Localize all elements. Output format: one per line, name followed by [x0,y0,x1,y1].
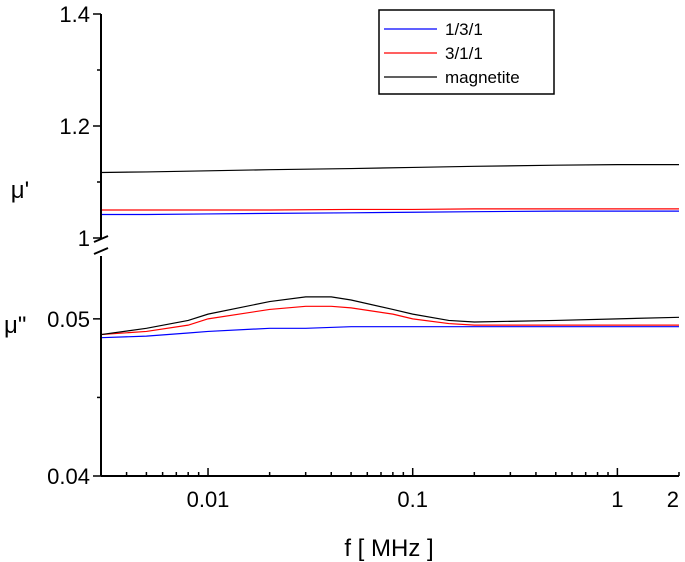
y-tick-label: 0.04 [47,464,90,489]
y-tick-label: 1.2 [59,114,90,139]
series-line [100,296,680,336]
series-line [100,326,679,339]
axes: 0.01 0.1 1 2 1 1.2 1.4 0.04 0.05 [47,2,680,512]
legend-box [378,9,555,95]
x-tick-label: 0.1 [397,487,428,512]
series-line [101,210,679,216]
y-tick-label: 0.05 [47,307,90,332]
legend-entry-label: 1/3/1 [445,20,483,39]
series-line [100,164,679,174]
x-tick-label: 0.01 [187,487,230,512]
axis-break-mark-lower [93,247,109,255]
x-axis-title: f [ MHz ] [344,535,433,562]
series-line [101,208,679,211]
y-tick-label: 1 [78,226,90,251]
legend-entry-label: magnetite [445,68,520,87]
y-tick-label: 1.4 [59,2,90,27]
x-tick-label: 1 [611,487,623,512]
legend: 1/3/1 3/1/1 magnetite [378,9,555,95]
y-axis-title-mu-double-prime: μ" [4,312,26,339]
legend-entry-label: 3/1/1 [445,44,483,63]
axis-break-mark-upper [93,235,109,243]
y-axis-title-mu-prime: μ' [11,177,29,204]
series-line [100,305,679,336]
x-tick-label: 2 [667,487,679,512]
plot-area [100,164,680,339]
